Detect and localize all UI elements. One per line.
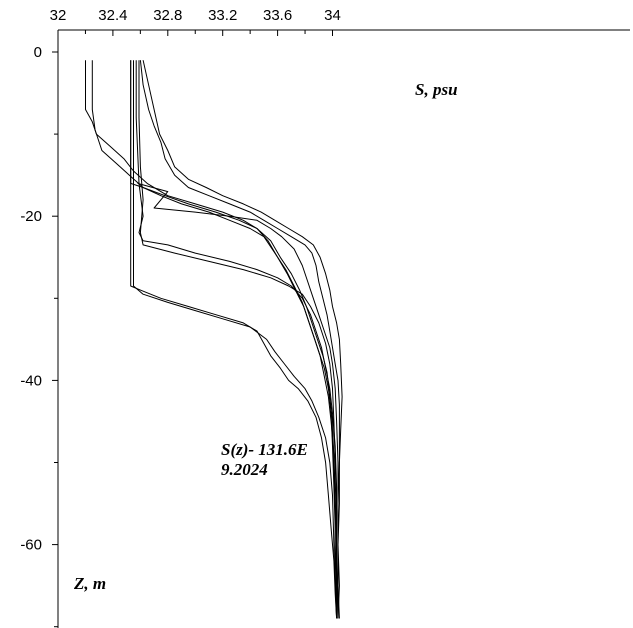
profile-line-8 — [142, 60, 343, 619]
y-tick-label: 0 — [34, 44, 42, 61]
profile-line-5 — [135, 60, 339, 619]
x-tick-label: 32.8 — [153, 7, 182, 24]
x-tick-label: 32.4 — [98, 7, 127, 24]
x-ticks: 32 32.4 32.8 33.2 33.6 34 — [50, 7, 341, 36]
annotation-date: 9.2024 — [221, 460, 268, 479]
profile-line-10 — [130, 60, 338, 619]
profile-line-4 — [133, 60, 338, 619]
profile-line-6 — [138, 60, 339, 619]
y-ticks: 0 -20 -40 -60 — [20, 44, 58, 628]
x-tick-label: 32 — [50, 7, 67, 24]
axes — [57, 29, 630, 628]
chart-labels: S, psu Z, m S(z)- 131.6E 9.2024 — [73, 80, 458, 593]
x-axis-title: S, psu — [415, 80, 458, 99]
annotation-location: S(z)- 131.6E — [221, 440, 308, 459]
x-tick-label: 34 — [324, 7, 341, 24]
y-tick-label: -40 — [20, 372, 42, 389]
profile-line-3 — [130, 60, 338, 619]
profile-line-9 — [137, 182, 340, 619]
series-group — [85, 60, 343, 619]
x-tick-label: 33.2 — [208, 7, 237, 24]
y-tick-label: -60 — [20, 537, 42, 554]
profile-line-7 — [139, 60, 340, 619]
y-tick-label: -20 — [20, 208, 42, 225]
profile-line-2 — [91, 60, 338, 619]
y-axis-title: Z, m — [73, 574, 106, 593]
profile-line-1 — [85, 60, 338, 619]
x-tick-label: 33.6 — [263, 7, 292, 24]
